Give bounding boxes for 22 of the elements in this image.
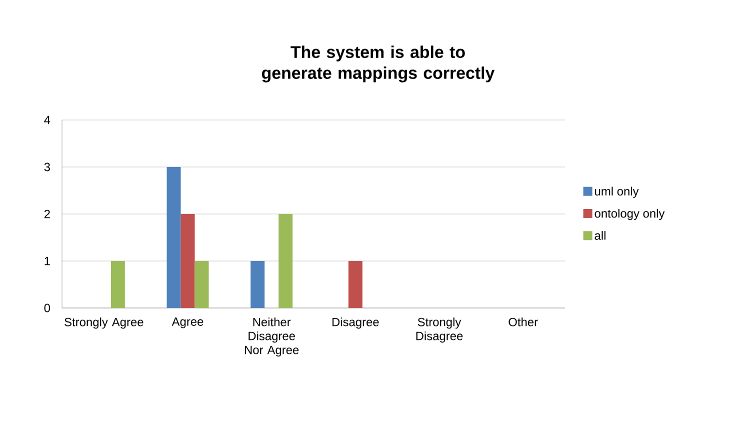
- x-tick-label: Disagree: [332, 318, 379, 329]
- x-tick-label: Neither Disagree Nor Agree: [245, 318, 299, 357]
- bar: [278, 214, 293, 308]
- bar: [110, 260, 125, 308]
- legend-label: all: [594, 231, 606, 240]
- x-tick-label: Other: [508, 318, 538, 326]
- y-tick-label: 4: [44, 116, 50, 124]
- x-tick-label: Strongly Agree: [64, 318, 144, 329]
- legend-label: uml only: [595, 186, 639, 198]
- bar: [250, 260, 265, 308]
- bar: [194, 260, 209, 308]
- bar: [348, 260, 362, 308]
- y-tick-label: 0: [44, 304, 50, 312]
- bar: [166, 166, 181, 308]
- chart-title: The system is able to generate mappings correctly: [262, 46, 495, 82]
- y-tick-label: 1: [44, 256, 50, 266]
- x-tick-label: Strongly Disagree: [416, 318, 463, 343]
- legend-label: ontology only: [594, 208, 665, 220]
- x-tick-label: Agree: [172, 318, 204, 328]
- y-tick-label: 3: [44, 162, 50, 172]
- bar: [180, 214, 195, 308]
- y-tick-label: 2: [44, 210, 50, 218]
